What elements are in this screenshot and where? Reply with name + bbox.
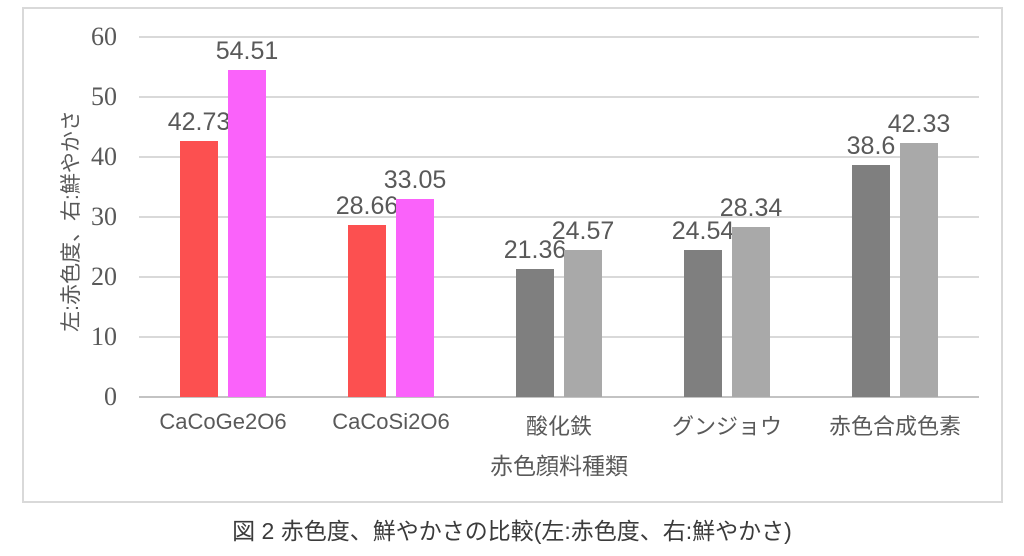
- bar-value-label: 24.54: [671, 216, 735, 245]
- bar-value-label: 24.57: [551, 216, 615, 245]
- bar-赤色度-CaCoSi2O6: [348, 225, 386, 397]
- chart-area: 左:赤色度、右:鮮やかさ 42.73 54.51 28.66 33.05 21.36 24…: [22, 7, 1003, 503]
- plot-area: 42.73 54.51 28.66 33.05 21.36 24.57 24.54 28.34…: [139, 36, 979, 398]
- bar-赤色度-赤色合成色素: [852, 165, 890, 397]
- bar-鮮やかさ-酸化鉄: [564, 249, 602, 397]
- y-tick-label: 50: [91, 82, 117, 111]
- gridline: [139, 36, 979, 38]
- bar-value-label: 38.6: [846, 132, 896, 161]
- bar-value-label: 28.66: [335, 192, 399, 221]
- bar-鮮やかさ-CaCoSi2O6: [396, 198, 434, 397]
- bar-value-label: 28.34: [719, 193, 783, 222]
- gridline: [139, 276, 979, 278]
- bar-赤色度-酸化鉄: [516, 268, 554, 397]
- bar-value-label: 21.36: [503, 235, 567, 264]
- gridline: [139, 336, 979, 338]
- bar-赤色度-CaCoGe2O6: [180, 140, 218, 397]
- y-tick-label: 20: [91, 262, 117, 291]
- gridline: [139, 96, 979, 98]
- y-tick-label: 10: [91, 322, 117, 351]
- bar-赤色度-グンジョウ: [684, 249, 722, 397]
- bar-鮮やかさ-グンジョウ: [732, 226, 770, 397]
- bar-鮮やかさ-赤色合成色素: [900, 143, 938, 397]
- x-category-label: CaCoGe2O6: [159, 409, 287, 434]
- bar-value-label: 54.51: [215, 36, 279, 65]
- bar-value-label: 42.33: [887, 110, 951, 139]
- y-tick-label: 30: [91, 202, 117, 231]
- x-category-label: CaCoSi2O6: [332, 409, 450, 434]
- y-tick-label: 60: [91, 22, 117, 51]
- gridline: [139, 156, 979, 158]
- bar-value-label: 42.73: [167, 107, 231, 136]
- y-tick-label: 40: [91, 142, 117, 171]
- bar-鮮やかさ-CaCoGe2O6: [228, 69, 266, 397]
- gridline: [139, 216, 979, 218]
- x-category-label: グンジョウ: [671, 414, 782, 439]
- y-tick-label: 0: [104, 382, 117, 411]
- figure-caption: 図 2 赤色度、鮮やかさの比較(左:赤色度、右:鮮やかさ): [232, 518, 792, 544]
- x-axis-line: [139, 396, 979, 398]
- x-category-label: 赤色合成色素: [828, 414, 961, 439]
- bar-value-label: 33.05: [383, 165, 447, 194]
- x-axis-title: 赤色顔料種類: [490, 453, 628, 479]
- x-category-label: 酸化鉄: [525, 414, 592, 439]
